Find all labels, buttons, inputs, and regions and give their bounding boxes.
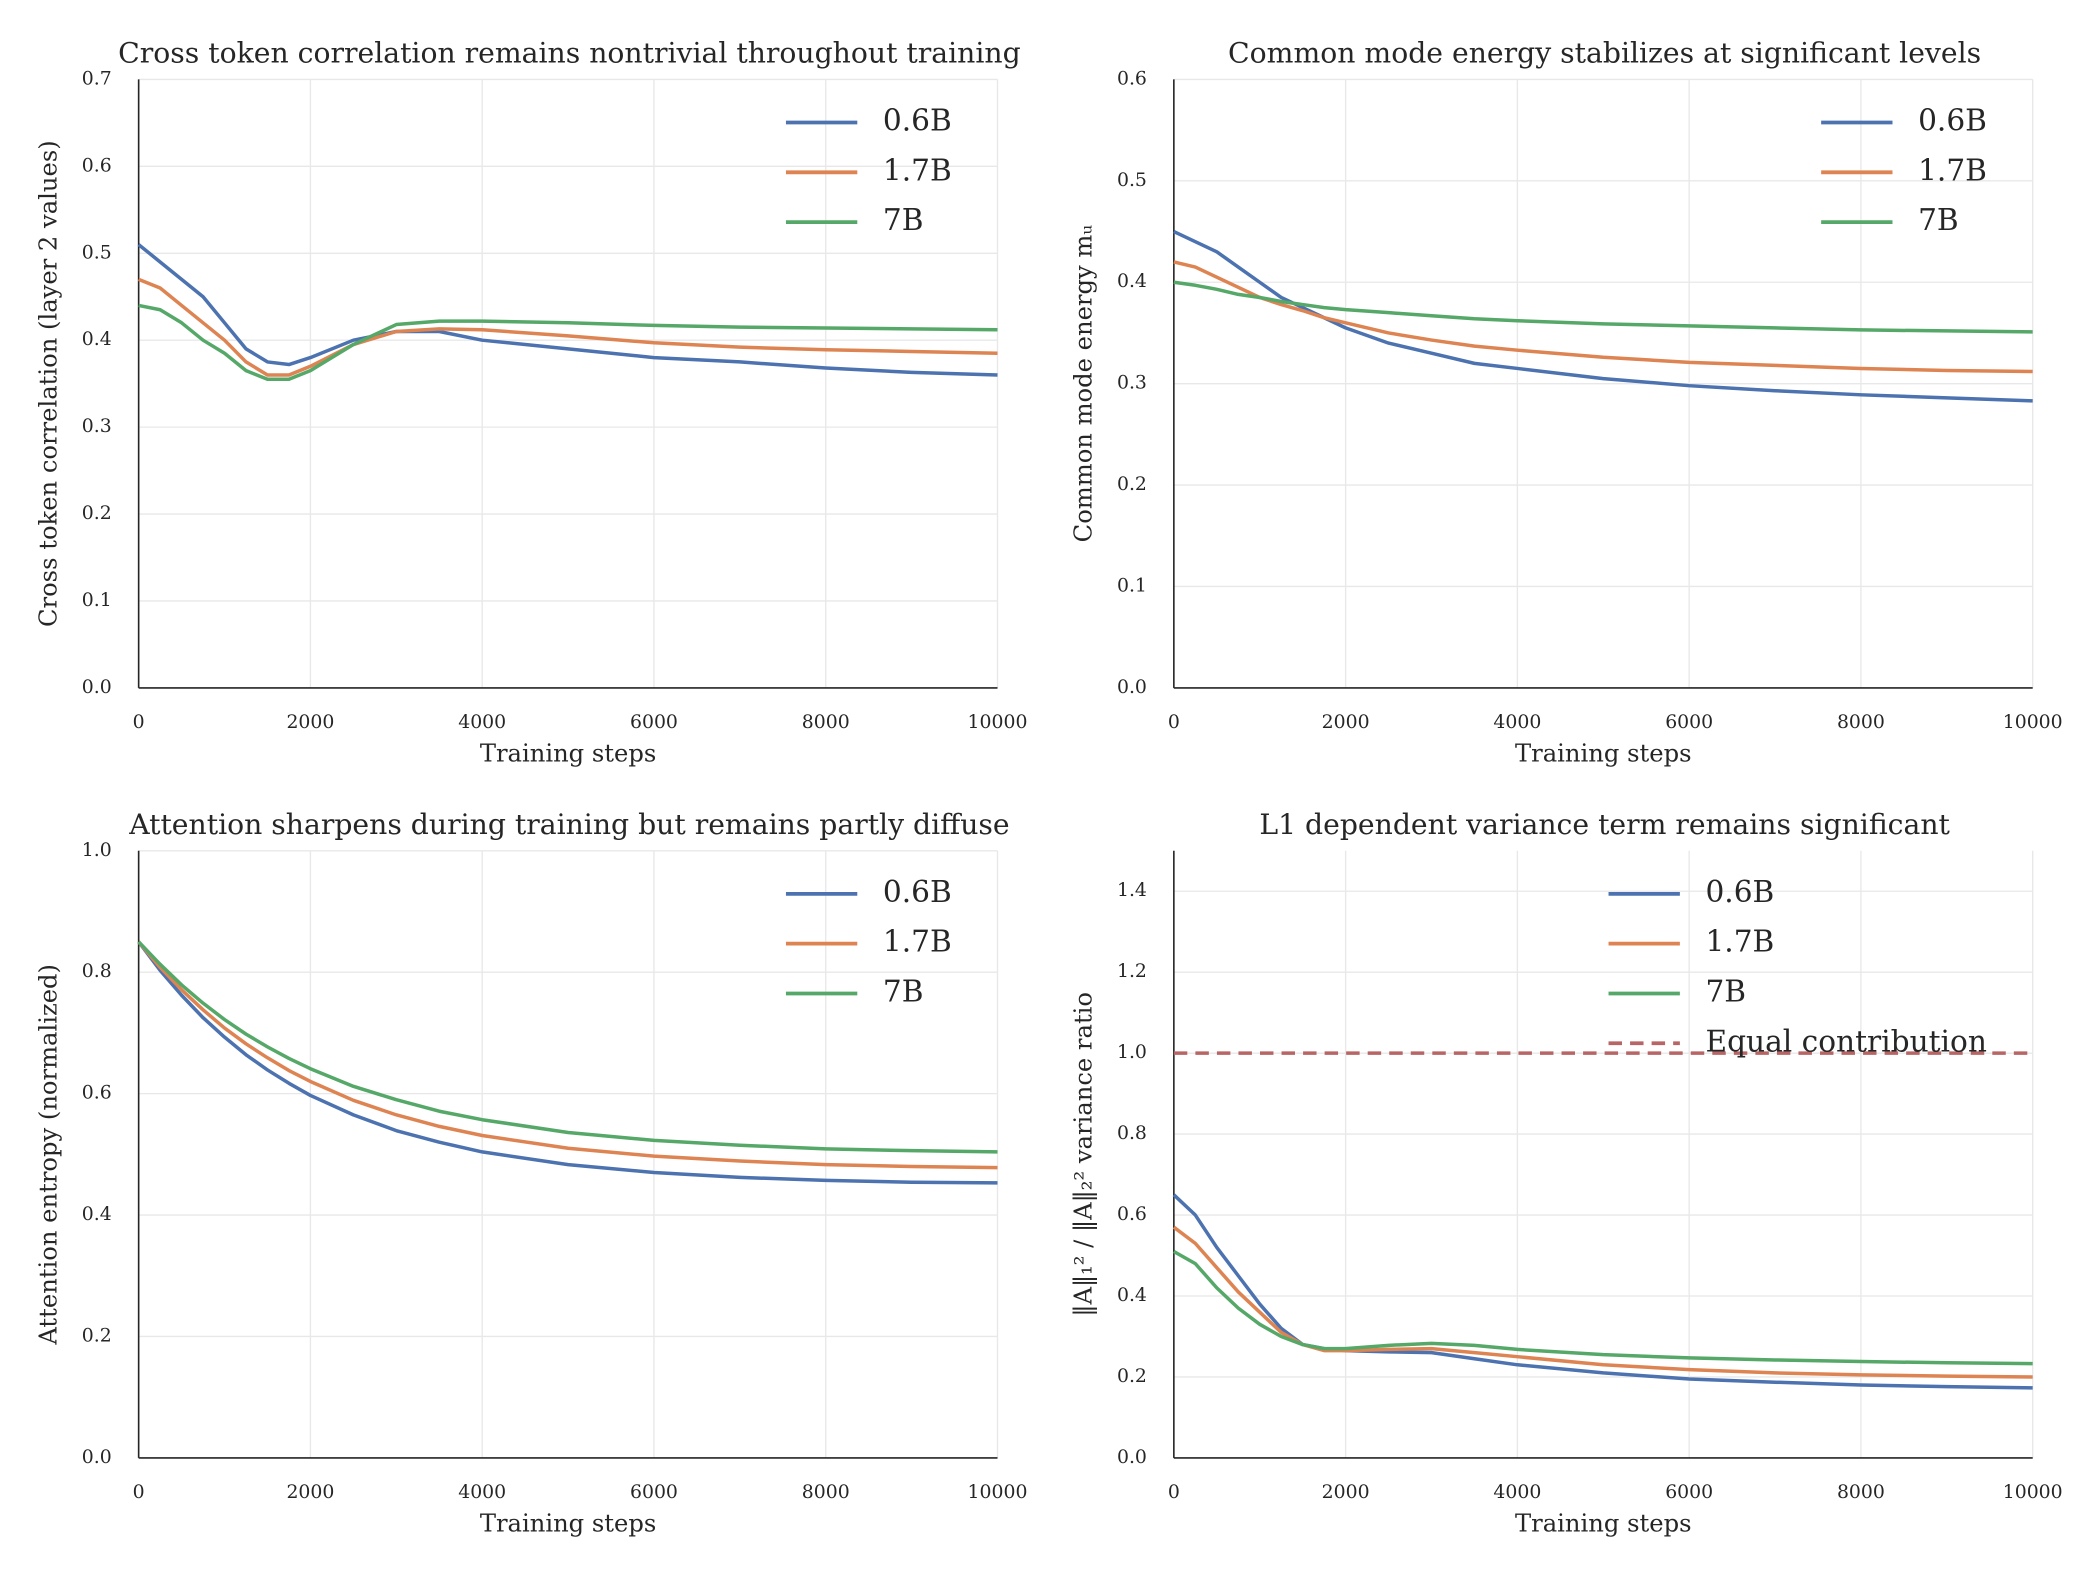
series-line bbox=[137, 940, 998, 1154]
x-tick-label: 2000 bbox=[286, 1482, 334, 1503]
y-tick-label: 0.2 bbox=[1117, 1366, 1147, 1387]
x-axis-label: Training steps bbox=[480, 1510, 657, 1538]
x-tick-label: 8000 bbox=[1837, 1482, 1885, 1503]
legend: 0.6B 1.7B 7B Equal contribution bbox=[1608, 875, 1987, 1058]
x-tick-label: 8000 bbox=[802, 712, 850, 733]
y-axis-label: Attention entropy (normalized) bbox=[34, 964, 62, 1346]
series-line bbox=[138, 303, 998, 382]
y-tick-label: 0.4 bbox=[82, 1204, 112, 1225]
y-axis-label: Common mode energy mᵤ bbox=[1070, 225, 1098, 543]
x-tick-label: 4000 bbox=[1493, 712, 1541, 733]
legend-label: Equal contribution bbox=[1705, 1024, 1986, 1058]
y-tick-label: 0.6 bbox=[82, 155, 112, 176]
x-tick-label: 4000 bbox=[458, 712, 506, 733]
y-tick-label: 1.4 bbox=[1117, 880, 1147, 901]
legend-label: 1.7B bbox=[1918, 153, 1987, 187]
y-tick-label: 1.2 bbox=[1117, 961, 1147, 982]
series-line bbox=[1172, 1249, 2033, 1366]
x-tick-label: 10000 bbox=[968, 712, 1028, 733]
series-line bbox=[1173, 260, 2033, 374]
x-axis-label: Training steps bbox=[480, 740, 657, 768]
y-tick-label: 0.2 bbox=[1117, 474, 1147, 495]
y-tick-label: 0.7 bbox=[82, 68, 112, 89]
x-axis-label: Training steps bbox=[1515, 1510, 1691, 1538]
x-tick-label: 8000 bbox=[802, 1482, 850, 1503]
legend-label: 1.7B bbox=[1705, 925, 1774, 959]
y-tick-label: 0.1 bbox=[1117, 575, 1147, 596]
series-line bbox=[137, 940, 998, 1185]
y-tick-label: 0.3 bbox=[82, 416, 112, 437]
legend-label: 7B bbox=[883, 203, 924, 237]
y-tick-label: 1.0 bbox=[1117, 1042, 1147, 1063]
x-tick-label: 2000 bbox=[1322, 1482, 1370, 1503]
legend-label: 7B bbox=[883, 974, 924, 1008]
y-tick-label: 0.2 bbox=[82, 503, 112, 524]
legend-label: 0.6B bbox=[883, 875, 952, 909]
y-tick-label: 0.2 bbox=[82, 1325, 112, 1346]
y-axis-label: ‖A‖₁² / ‖A‖₂² variance ratio bbox=[1070, 992, 1099, 1317]
legend-label: 7B bbox=[1705, 974, 1746, 1008]
x-tick-label: 6000 bbox=[630, 712, 678, 733]
y-tick-label: 0.6 bbox=[1117, 68, 1147, 89]
y-axis-label: Cross token correlation (layer 2 values) bbox=[34, 140, 62, 627]
x-tick-label: 6000 bbox=[1665, 712, 1713, 733]
x-tick-label: 6000 bbox=[1665, 1482, 1713, 1503]
x-axis-label: Training steps bbox=[1515, 740, 1691, 768]
y-tick-label: 0.0 bbox=[1117, 1447, 1147, 1468]
legend: 0.6B 1.7B 7B bbox=[785, 875, 952, 1008]
x-tick-label: 0 bbox=[1168, 1482, 1180, 1503]
x-tick-label: 8000 bbox=[1837, 712, 1885, 733]
x-tick-label: 4000 bbox=[458, 1482, 506, 1503]
legend-label: 1.7B bbox=[883, 925, 952, 959]
y-tick-label: 1.0 bbox=[82, 840, 112, 861]
legend-label: 7B bbox=[1918, 203, 1959, 237]
x-tick-label: 0 bbox=[1168, 712, 1180, 733]
series-line bbox=[1173, 229, 2033, 403]
legend: 0.6B 1.7B 7B bbox=[1821, 104, 1987, 237]
chart-title: L1 dependent variance term remains signi… bbox=[1259, 808, 1950, 841]
y-tick-label: 0.0 bbox=[82, 677, 112, 698]
y-tick-label: 0.6 bbox=[1117, 1204, 1147, 1225]
x-tick-label: 2000 bbox=[286, 712, 334, 733]
y-tick-label: 0.0 bbox=[1117, 677, 1147, 698]
legend-label: 0.6B bbox=[1918, 104, 1987, 138]
y-tick-label: 0.1 bbox=[82, 590, 112, 611]
y-tick-label: 0.5 bbox=[82, 242, 112, 263]
y-tick-label: 0.3 bbox=[1117, 373, 1147, 394]
x-tick-label: 6000 bbox=[630, 1482, 678, 1503]
x-tick-label: 4000 bbox=[1493, 1482, 1541, 1503]
y-tick-label: 0.4 bbox=[1117, 1285, 1147, 1306]
x-tick-label: 0 bbox=[133, 1482, 145, 1503]
x-tick-label: 10000 bbox=[968, 1482, 1028, 1503]
legend: 0.6B 1.7B 7B bbox=[785, 104, 952, 237]
x-tick-label: 10000 bbox=[2003, 712, 2063, 733]
legend-label: 1.7B bbox=[883, 153, 952, 187]
y-tick-label: 0.6 bbox=[82, 1083, 112, 1104]
chart-title: Common mode energy stabilizes at signifi… bbox=[1228, 37, 1981, 70]
x-tick-label: 10000 bbox=[2003, 1482, 2063, 1503]
y-tick-label: 0.5 bbox=[1117, 170, 1147, 191]
x-tick-label: 2000 bbox=[1322, 712, 1370, 733]
y-tick-label: 0.8 bbox=[1117, 1123, 1147, 1144]
series-line bbox=[137, 940, 998, 1170]
y-tick-label: 0.4 bbox=[82, 329, 112, 350]
chart-title: Attention sharpens during training but r… bbox=[128, 808, 1009, 841]
legend-label: 0.6B bbox=[1705, 875, 1774, 909]
series-line bbox=[1172, 1225, 2033, 1379]
series-line bbox=[1173, 280, 2033, 334]
x-tick-label: 0 bbox=[133, 712, 145, 733]
series-line bbox=[1172, 1193, 2033, 1390]
legend-label: 0.6B bbox=[883, 104, 952, 138]
series-line bbox=[137, 243, 998, 377]
y-tick-label: 0.4 bbox=[1117, 271, 1147, 292]
chart-title: Cross token correlation remains nontrivi… bbox=[118, 37, 1020, 70]
y-tick-label: 0.8 bbox=[82, 961, 112, 982]
y-tick-label: 0.0 bbox=[82, 1447, 112, 1468]
